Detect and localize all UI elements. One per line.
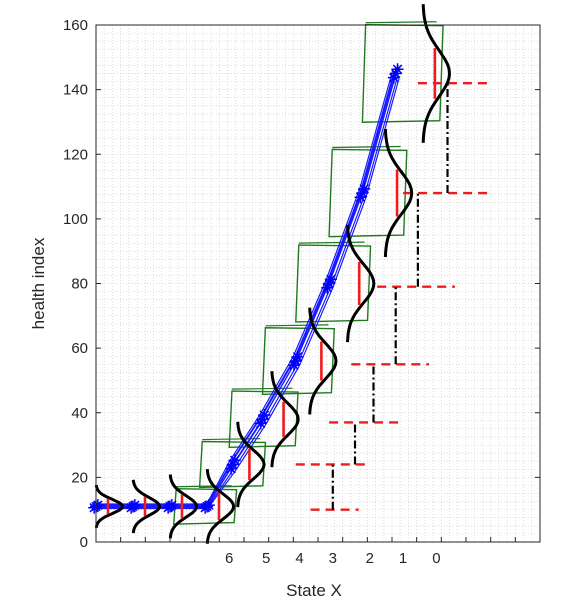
asterisk-marker	[258, 409, 271, 422]
asterisk-marker	[91, 499, 104, 512]
x-tick-label: 0	[432, 550, 440, 567]
asterisk-marker	[128, 499, 141, 512]
y-tick-label: 160	[63, 17, 88, 34]
asterisk-marker	[389, 67, 402, 80]
state-box	[198, 440, 267, 489]
x-axis-label: State X	[286, 581, 342, 600]
asterisk-marker	[256, 413, 269, 426]
x-tick-label: 3	[329, 550, 337, 567]
state-box-stroke	[332, 145, 401, 149]
trajectory-line	[94, 80, 393, 510]
distribution-curve	[236, 421, 266, 508]
asterisk-marker	[354, 191, 367, 204]
state-box	[172, 487, 238, 525]
ticks: 0 20 40 60 80 100 120 140 160 6 5 4 3 2 1 0	[63, 17, 541, 567]
y-tick-label: 120	[63, 146, 88, 163]
state-box	[328, 148, 408, 238]
state-box	[228, 390, 299, 449]
asterisk-marker	[287, 359, 300, 372]
asterisk-marker	[358, 182, 371, 195]
x-tick-label: 4	[295, 550, 303, 567]
distributions	[94, 4, 451, 544]
y-axis-label: health index	[29, 237, 48, 329]
asterisk-marker	[321, 281, 334, 294]
distribution-curve	[131, 479, 162, 534]
asterisk-marker	[165, 499, 178, 512]
asterisk-marker	[323, 277, 336, 290]
x-tick-label: 6	[225, 550, 233, 567]
markers	[88, 63, 404, 514]
asterisk-marker	[254, 417, 267, 430]
state-box-stroke	[298, 241, 365, 244]
asterisk-marker	[291, 350, 304, 363]
y-tick-label: 140	[63, 82, 88, 99]
asterisk-marker	[324, 273, 337, 286]
x-tick-label: 1	[399, 550, 407, 567]
distribution-curve	[346, 224, 376, 343]
distribution-curve	[168, 474, 199, 539]
asterisk-marker	[228, 454, 241, 467]
distribution-curve	[94, 484, 125, 529]
asterisk-marker	[202, 499, 215, 512]
distribution-curve	[308, 307, 338, 415]
y-tick-label: 20	[71, 469, 88, 486]
distribution-curve	[383, 128, 414, 258]
x-tick-label: 2	[366, 550, 374, 567]
y-tick-label: 100	[63, 211, 88, 228]
state-box	[361, 23, 444, 123]
state-box	[295, 244, 372, 323]
distribution-curve	[205, 468, 236, 544]
y-tick-label: 60	[71, 340, 88, 357]
x-tick-label: 5	[262, 550, 270, 567]
y-tick-label: 40	[71, 405, 88, 422]
asterisk-marker	[226, 458, 239, 471]
y-tick-label: 0	[80, 534, 88, 551]
asterisk-marker	[387, 71, 400, 84]
distribution-curve	[421, 4, 451, 143]
state-box-stroke	[265, 324, 329, 327]
dashed-levels	[295, 81, 489, 511]
distribution-curve	[270, 371, 300, 468]
y-tick-label: 80	[71, 276, 88, 293]
asterisk-marker	[289, 355, 302, 368]
asterisk-marker	[391, 63, 404, 76]
state-box	[261, 327, 336, 396]
asterisk-marker	[225, 462, 238, 475]
asterisk-marker	[356, 187, 369, 200]
